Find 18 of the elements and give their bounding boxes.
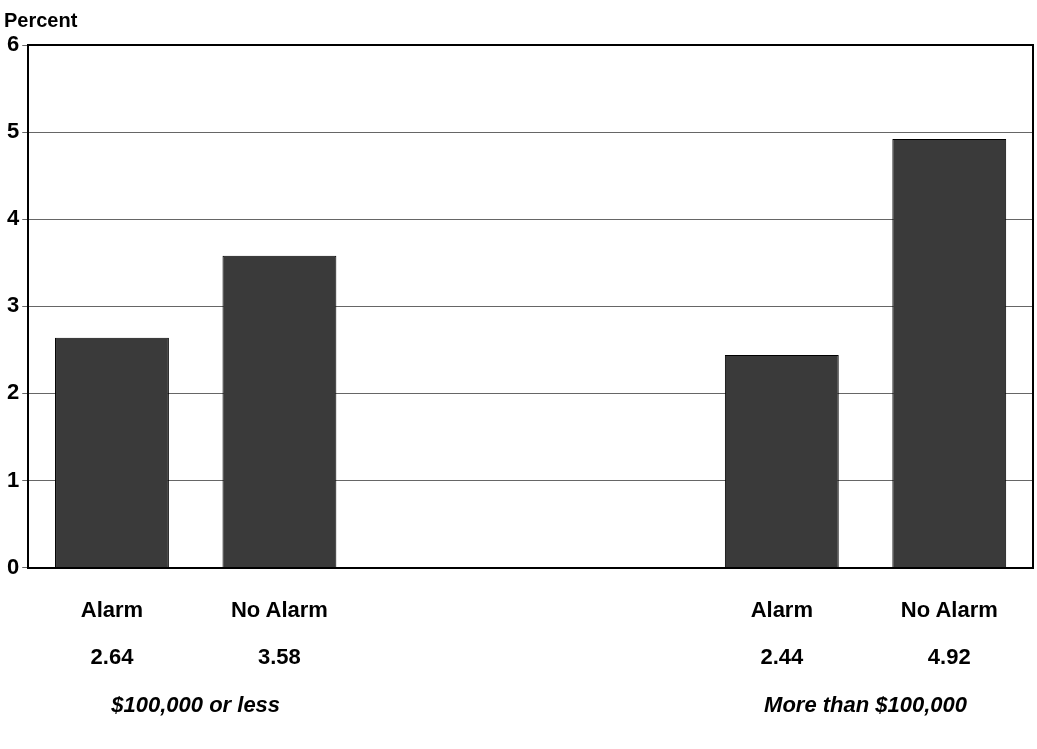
y-tick-label: 3 [6,292,20,318]
y-tick-label: 1 [6,466,20,492]
y-axis-title: Percent [4,8,78,31]
data-label: 2.44 [760,643,804,669]
text: More than $100,000 [764,691,968,717]
y-tick-label: 5 [6,118,20,144]
y-tick-label: 6 [6,31,20,57]
y-tick-label: 2 [6,379,20,405]
data-label: 2.64 [90,643,135,669]
data-label: 3.58 [258,643,301,669]
y-tick-label: 4 [6,205,20,231]
x-tick-label: No Alarm [230,596,328,622]
text: $100,000 or less [110,691,281,717]
x-tick-label: No Alarm [900,596,998,622]
x-tick-label: Alarm [750,596,813,622]
y-tick-label: 0 [6,553,20,579]
x-tick-label: Alarm [80,596,144,622]
data-label: 4.92 [927,643,971,669]
